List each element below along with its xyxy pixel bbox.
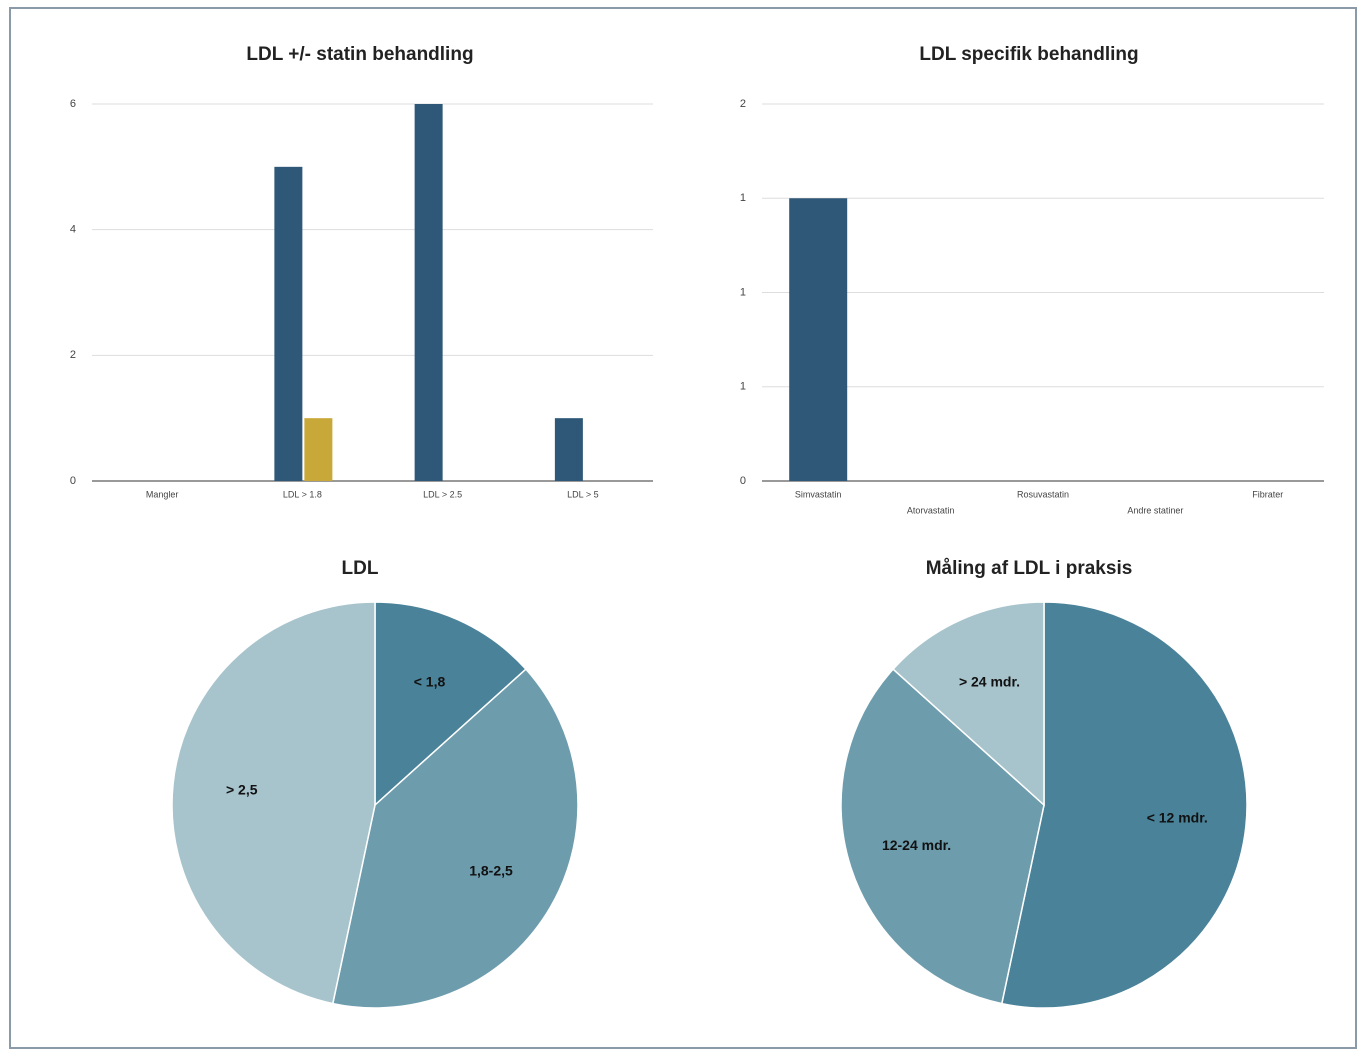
pie-slice	[374, 601, 527, 807]
y-tick-label: 2	[740, 98, 746, 110]
pie-slice	[840, 668, 1045, 1005]
pie-slice	[331, 668, 579, 1009]
y-tick-label: 1	[740, 192, 746, 204]
chart-title: LDL +/- statin behandling	[246, 44, 473, 65]
bar	[274, 166, 303, 482]
y-tick-label: 1	[740, 286, 746, 298]
slice-label: 12-24 mdr.	[882, 837, 951, 853]
x-tick-label: Atorvastatin	[907, 505, 955, 515]
chart-title: LDL specifik behandling	[919, 44, 1138, 65]
bar	[414, 104, 443, 481]
pie-slice	[1000, 601, 1248, 1009]
x-tick-label: LDL > 2.5	[423, 489, 462, 499]
x-tick-label: Andre statiner	[1127, 505, 1183, 515]
slice-label: > 24 mdr.	[959, 673, 1020, 689]
pie-slice	[171, 601, 376, 1005]
bar	[304, 418, 333, 481]
y-tick-label: 2	[70, 349, 76, 361]
slice-label: > 2,5	[226, 782, 258, 798]
pie-slice	[892, 601, 1045, 807]
y-tick-label: 1	[740, 381, 746, 393]
x-tick-label: Mangler	[146, 489, 179, 499]
x-tick-label: LDL > 5	[567, 489, 598, 499]
bar	[789, 198, 848, 481]
x-tick-label: Rosuvastatin	[1017, 489, 1069, 499]
y-tick-label: 0	[740, 475, 746, 487]
y-tick-label: 4	[70, 224, 76, 236]
slice-label: < 1,8	[414, 673, 446, 689]
chart-title: LDL	[342, 558, 379, 579]
bar	[554, 418, 583, 481]
x-tick-label: Simvastatin	[795, 489, 842, 499]
chart-title: Måling af LDL i praksis	[926, 558, 1133, 579]
slice-label: < 12 mdr.	[1147, 810, 1208, 826]
y-tick-label: 6	[70, 98, 76, 110]
x-tick-label: LDL > 1.8	[283, 489, 322, 499]
x-tick-label: Fibrater	[1252, 489, 1283, 499]
slice-label: 1,8-2,5	[469, 863, 513, 879]
y-tick-label: 0	[70, 475, 76, 487]
